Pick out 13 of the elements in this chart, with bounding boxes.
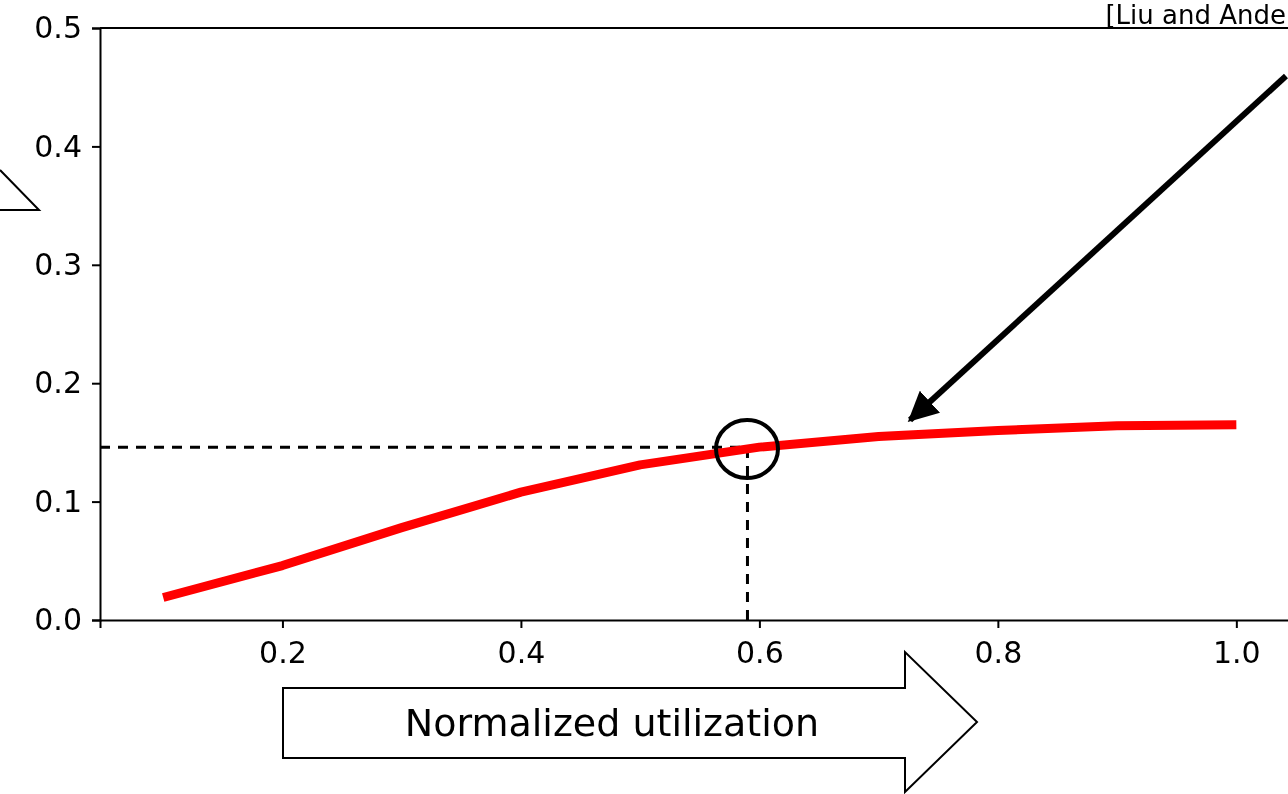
y-tick-label: 0.2: [34, 365, 82, 401]
y-tick-label: 0.1: [34, 483, 82, 519]
x-tick-label: 1.0: [1212, 635, 1261, 670]
x-tick-label: 0.2: [259, 635, 307, 670]
annotation: [Liu and Ande: [1105, 0, 1286, 30]
y-tick-label: 0.3: [34, 246, 82, 282]
y-tick-label: 0.0: [34, 602, 82, 638]
x-tick-label: 0.4: [497, 635, 546, 670]
x-tick-label: 0.6: [736, 635, 784, 670]
x-tick-label: 0.8: [974, 635, 1023, 670]
x-axis-title: Normalized utilization: [404, 701, 820, 746]
y-tick-label: 0.5: [34, 10, 82, 46]
y-tick-label: 0.4: [34, 128, 82, 164]
